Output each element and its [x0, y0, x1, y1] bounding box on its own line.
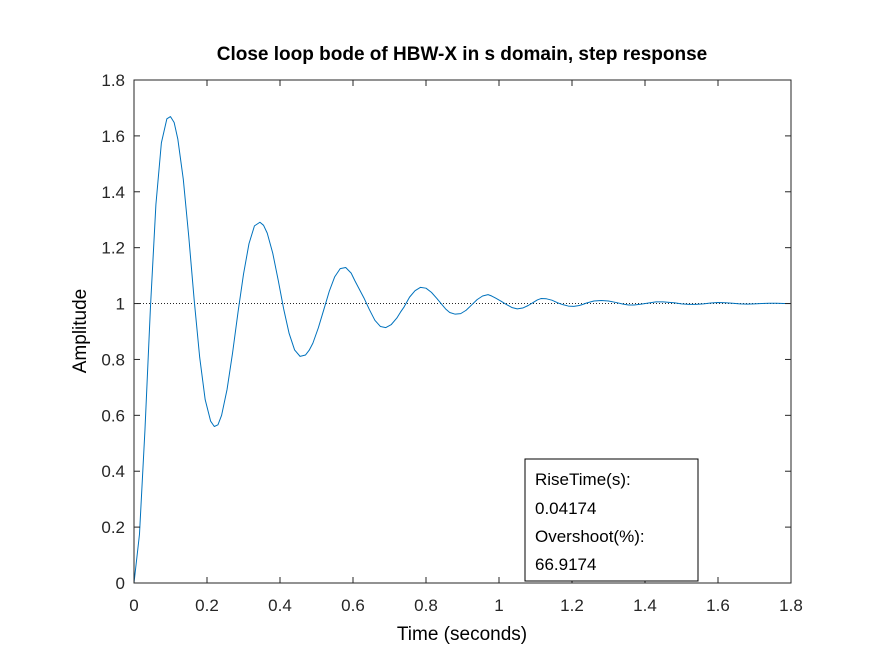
- annotation-frame: [524, 458, 699, 582]
- y-tick-label: 1: [116, 295, 125, 314]
- annotation-overshoot-value: 66.9174: [535, 555, 596, 574]
- x-tick-label: 0.4: [268, 596, 292, 615]
- y-tick-label: 1.2: [101, 239, 125, 258]
- x-axis-label: Time (seconds): [397, 624, 527, 645]
- series-layer: [133, 116, 791, 584]
- annotation-box: RiseTime(s): 0.04174 Overshoot(%): 66.91…: [524, 458, 699, 582]
- axes-box: [133, 79, 792, 584]
- y-tick-label: 0: [116, 574, 125, 593]
- y-tick-label: 1.6: [101, 127, 125, 146]
- y-tick-label: 0.6: [101, 406, 125, 425]
- annotation-overshoot-label: Overshoot(%):: [535, 527, 645, 546]
- y-tick-label: 0.2: [101, 518, 125, 537]
- y-tick-label: 1.4: [101, 183, 125, 202]
- tick-layer: 0 0.2 0.4 0.6 0.8 1 1.2 1.4 1.6 1.8 0 0.2 0.4 0.6 0.8 1…: [101, 71, 802, 615]
- x-tick-label: 1.4: [633, 596, 657, 615]
- x-tick-label: 0.2: [195, 596, 219, 615]
- x-tick-label: 1.2: [560, 596, 584, 615]
- x-tick-label: 0.6: [341, 596, 365, 615]
- x-tick-label: 0: [129, 596, 138, 615]
- y-tick-label: 1.8: [101, 71, 125, 90]
- annotation-rise-time-label: RiseTime(s):: [535, 470, 631, 489]
- annotation-rise-time-value: 0.04174: [535, 499, 596, 518]
- chart-title: Close loop bode of HBW-X in s domain, st…: [217, 44, 708, 65]
- y-axis-label: Amplitude: [70, 289, 91, 374]
- x-tick-label: 0.8: [414, 596, 438, 615]
- series-line-0: [133, 116, 791, 584]
- x-tick-label: 1.8: [779, 596, 803, 615]
- x-tick-label: 1: [494, 596, 503, 615]
- y-tick-label: 0.4: [101, 462, 125, 481]
- x-tick-label: 1.6: [706, 596, 730, 615]
- y-tick-label: 0.8: [101, 350, 125, 369]
